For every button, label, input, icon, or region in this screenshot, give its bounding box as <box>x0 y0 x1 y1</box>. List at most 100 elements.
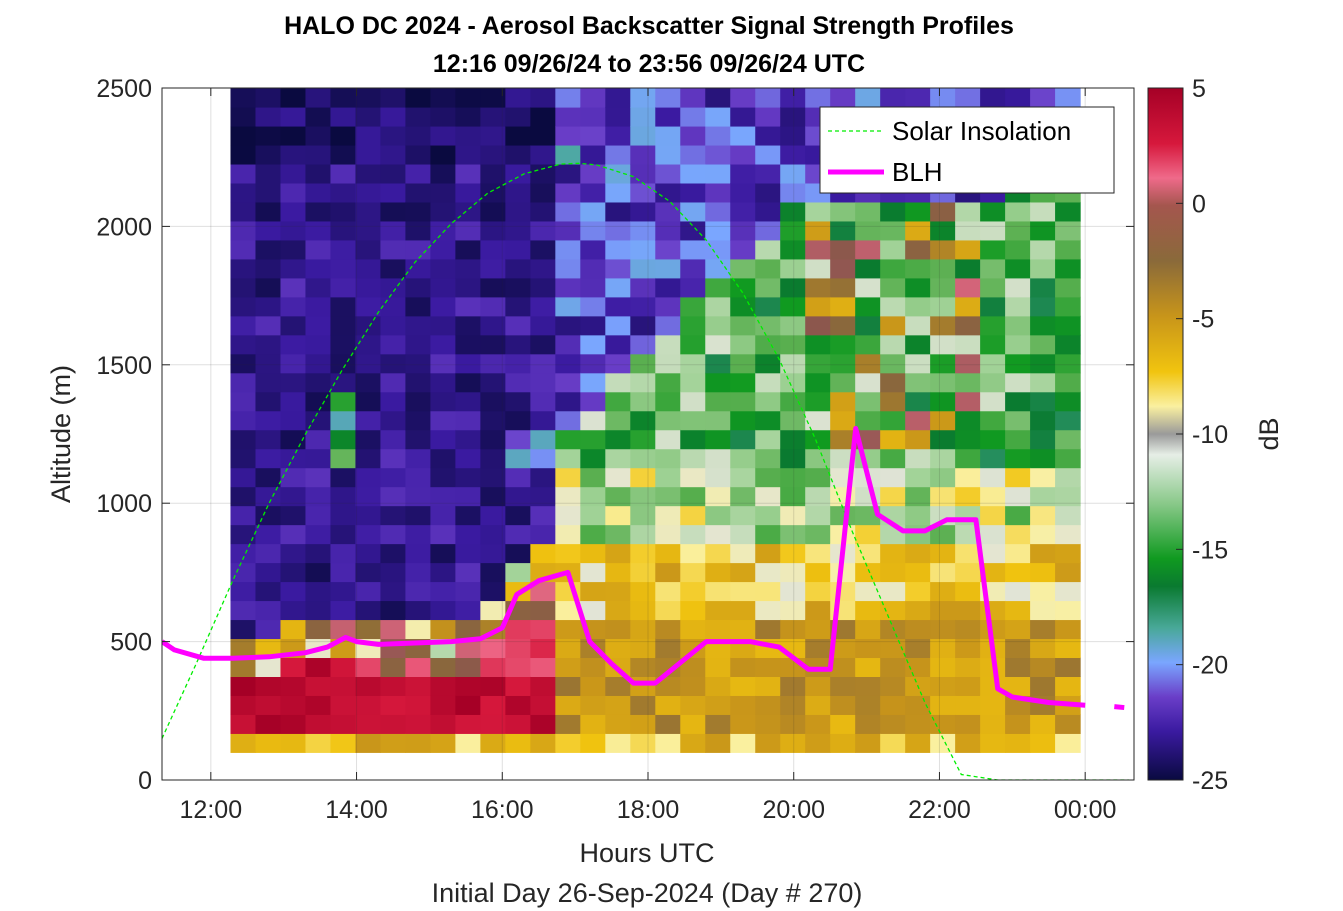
x-tick-label: 00:00 <box>1054 796 1117 824</box>
heatmap-cell <box>355 144 382 165</box>
heatmap-cell <box>880 695 906 715</box>
heatmap-cell <box>705 220 731 241</box>
heatmap-cell <box>380 676 407 696</box>
heatmap-cell <box>405 88 431 108</box>
heatmap-cell <box>405 543 431 564</box>
heatmap-cell <box>680 524 706 545</box>
heatmap-cell <box>280 182 307 203</box>
heatmap-cell <box>405 676 431 696</box>
heatmap-cell <box>755 410 781 431</box>
heatmap-cell <box>405 486 431 507</box>
heatmap-cell <box>680 182 706 203</box>
heatmap-cell <box>555 391 581 412</box>
heatmap-cell <box>955 429 981 450</box>
heatmap-cell <box>980 562 1006 583</box>
heatmap-cell <box>1005 429 1031 450</box>
heatmap-cell <box>980 372 1006 393</box>
heatmap-cell <box>1055 505 1081 526</box>
heatmap-cell <box>380 391 407 412</box>
heatmap-cell <box>330 448 357 469</box>
heatmap-cell <box>930 220 956 241</box>
heatmap-cell <box>680 695 706 715</box>
heatmap-cell <box>730 125 756 146</box>
heatmap-cell <box>880 486 906 507</box>
heatmap-cell <box>880 334 906 355</box>
heatmap-cell <box>355 733 382 753</box>
heatmap-cell <box>980 619 1006 640</box>
heatmap-cell <box>680 220 706 241</box>
heatmap-cell <box>630 448 656 469</box>
heatmap-cell <box>930 277 956 298</box>
heatmap-cell <box>755 88 781 108</box>
heatmap-cell <box>980 486 1006 507</box>
heatmap-cell <box>930 695 956 715</box>
heatmap-cell <box>355 163 382 184</box>
heatmap-cell <box>605 125 631 146</box>
heatmap-cell <box>955 391 981 412</box>
heatmap-cell <box>1030 429 1056 450</box>
heatmap-cell <box>480 410 506 431</box>
heatmap-cell <box>905 410 931 431</box>
heatmap-cell <box>1030 714 1056 734</box>
heatmap-cell <box>655 619 681 640</box>
heatmap-cell <box>330 657 357 677</box>
heatmap-cell <box>230 163 257 184</box>
heatmap-cell <box>1030 277 1056 298</box>
heatmap-cell <box>780 182 806 203</box>
heatmap-cell <box>780 106 806 127</box>
heatmap-cell <box>705 448 731 469</box>
heatmap-cell <box>780 448 806 469</box>
heatmap-cell <box>805 353 831 374</box>
heatmap-cell <box>905 220 931 241</box>
heatmap-cell <box>380 410 407 431</box>
heatmap-cell <box>355 372 382 393</box>
heatmap-cell <box>330 695 357 715</box>
heatmap-cell <box>855 695 881 715</box>
heatmap-cell <box>655 125 681 146</box>
heatmap-cell <box>755 372 781 393</box>
heatmap-cell <box>955 600 981 621</box>
heatmap-cell <box>580 144 606 165</box>
heatmap-cell <box>255 88 282 108</box>
heatmap-cell <box>555 676 581 696</box>
heatmap-cell <box>555 353 581 374</box>
heatmap-cell <box>780 334 806 355</box>
heatmap-cell <box>380 315 407 336</box>
heatmap-cell <box>755 125 781 146</box>
heatmap-cell <box>230 600 257 621</box>
heatmap-cell <box>755 733 781 753</box>
heatmap-cell <box>505 676 531 696</box>
heatmap-cell <box>230 486 257 507</box>
heatmap-cell <box>330 581 357 602</box>
heatmap-cell <box>780 676 806 696</box>
heatmap-cell <box>805 733 831 753</box>
heatmap-cell <box>855 88 881 108</box>
heatmap-cell <box>630 258 656 279</box>
heatmap-cell <box>730 695 756 715</box>
heatmap-cell <box>755 429 781 450</box>
x-tick-label: 12:00 <box>180 796 243 824</box>
heatmap-cell <box>255 106 282 127</box>
heatmap-cell <box>580 182 606 203</box>
heatmap-cell <box>480 277 506 298</box>
heatmap-cell <box>780 714 806 734</box>
heatmap-cell <box>280 714 307 734</box>
heatmap-cell <box>480 695 506 715</box>
heatmap-cell <box>430 106 456 127</box>
heatmap-cell <box>730 220 756 241</box>
heatmap-cell <box>430 391 456 412</box>
heatmap-cell <box>305 562 332 583</box>
heatmap-cell <box>380 372 407 393</box>
heatmap-cell <box>380 201 407 222</box>
heatmap-cell <box>655 277 681 298</box>
heatmap-cell <box>455 714 481 734</box>
heatmap-cell <box>455 372 481 393</box>
heatmap-cell <box>230 277 257 298</box>
heatmap-cell <box>330 88 357 108</box>
heatmap-cell <box>705 353 731 374</box>
heatmap-cell <box>305 144 332 165</box>
heatmap-cell <box>280 657 307 677</box>
heatmap-cell <box>855 733 881 753</box>
heatmap-cell <box>330 486 357 507</box>
heatmap-cell <box>455 676 481 696</box>
